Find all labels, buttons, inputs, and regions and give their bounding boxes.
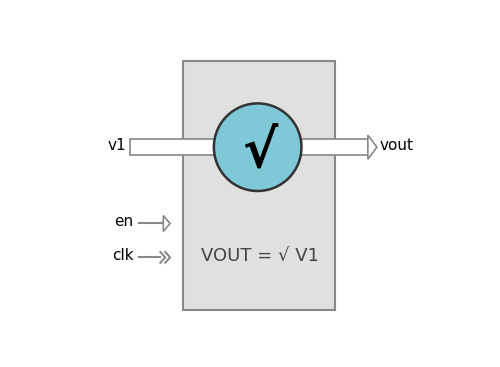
Circle shape — [214, 103, 302, 191]
Text: v1: v1 — [108, 138, 126, 153]
Text: VOUT = √ V1: VOUT = √ V1 — [202, 247, 320, 265]
Polygon shape — [368, 135, 377, 159]
Polygon shape — [164, 215, 170, 232]
Bar — [130, 139, 221, 155]
Polygon shape — [221, 135, 230, 159]
Bar — [294, 139, 368, 155]
Text: clk: clk — [112, 248, 134, 263]
Text: en: en — [114, 214, 134, 229]
Text: vout: vout — [379, 138, 413, 153]
Text: √: √ — [242, 126, 278, 177]
Bar — [183, 61, 336, 310]
